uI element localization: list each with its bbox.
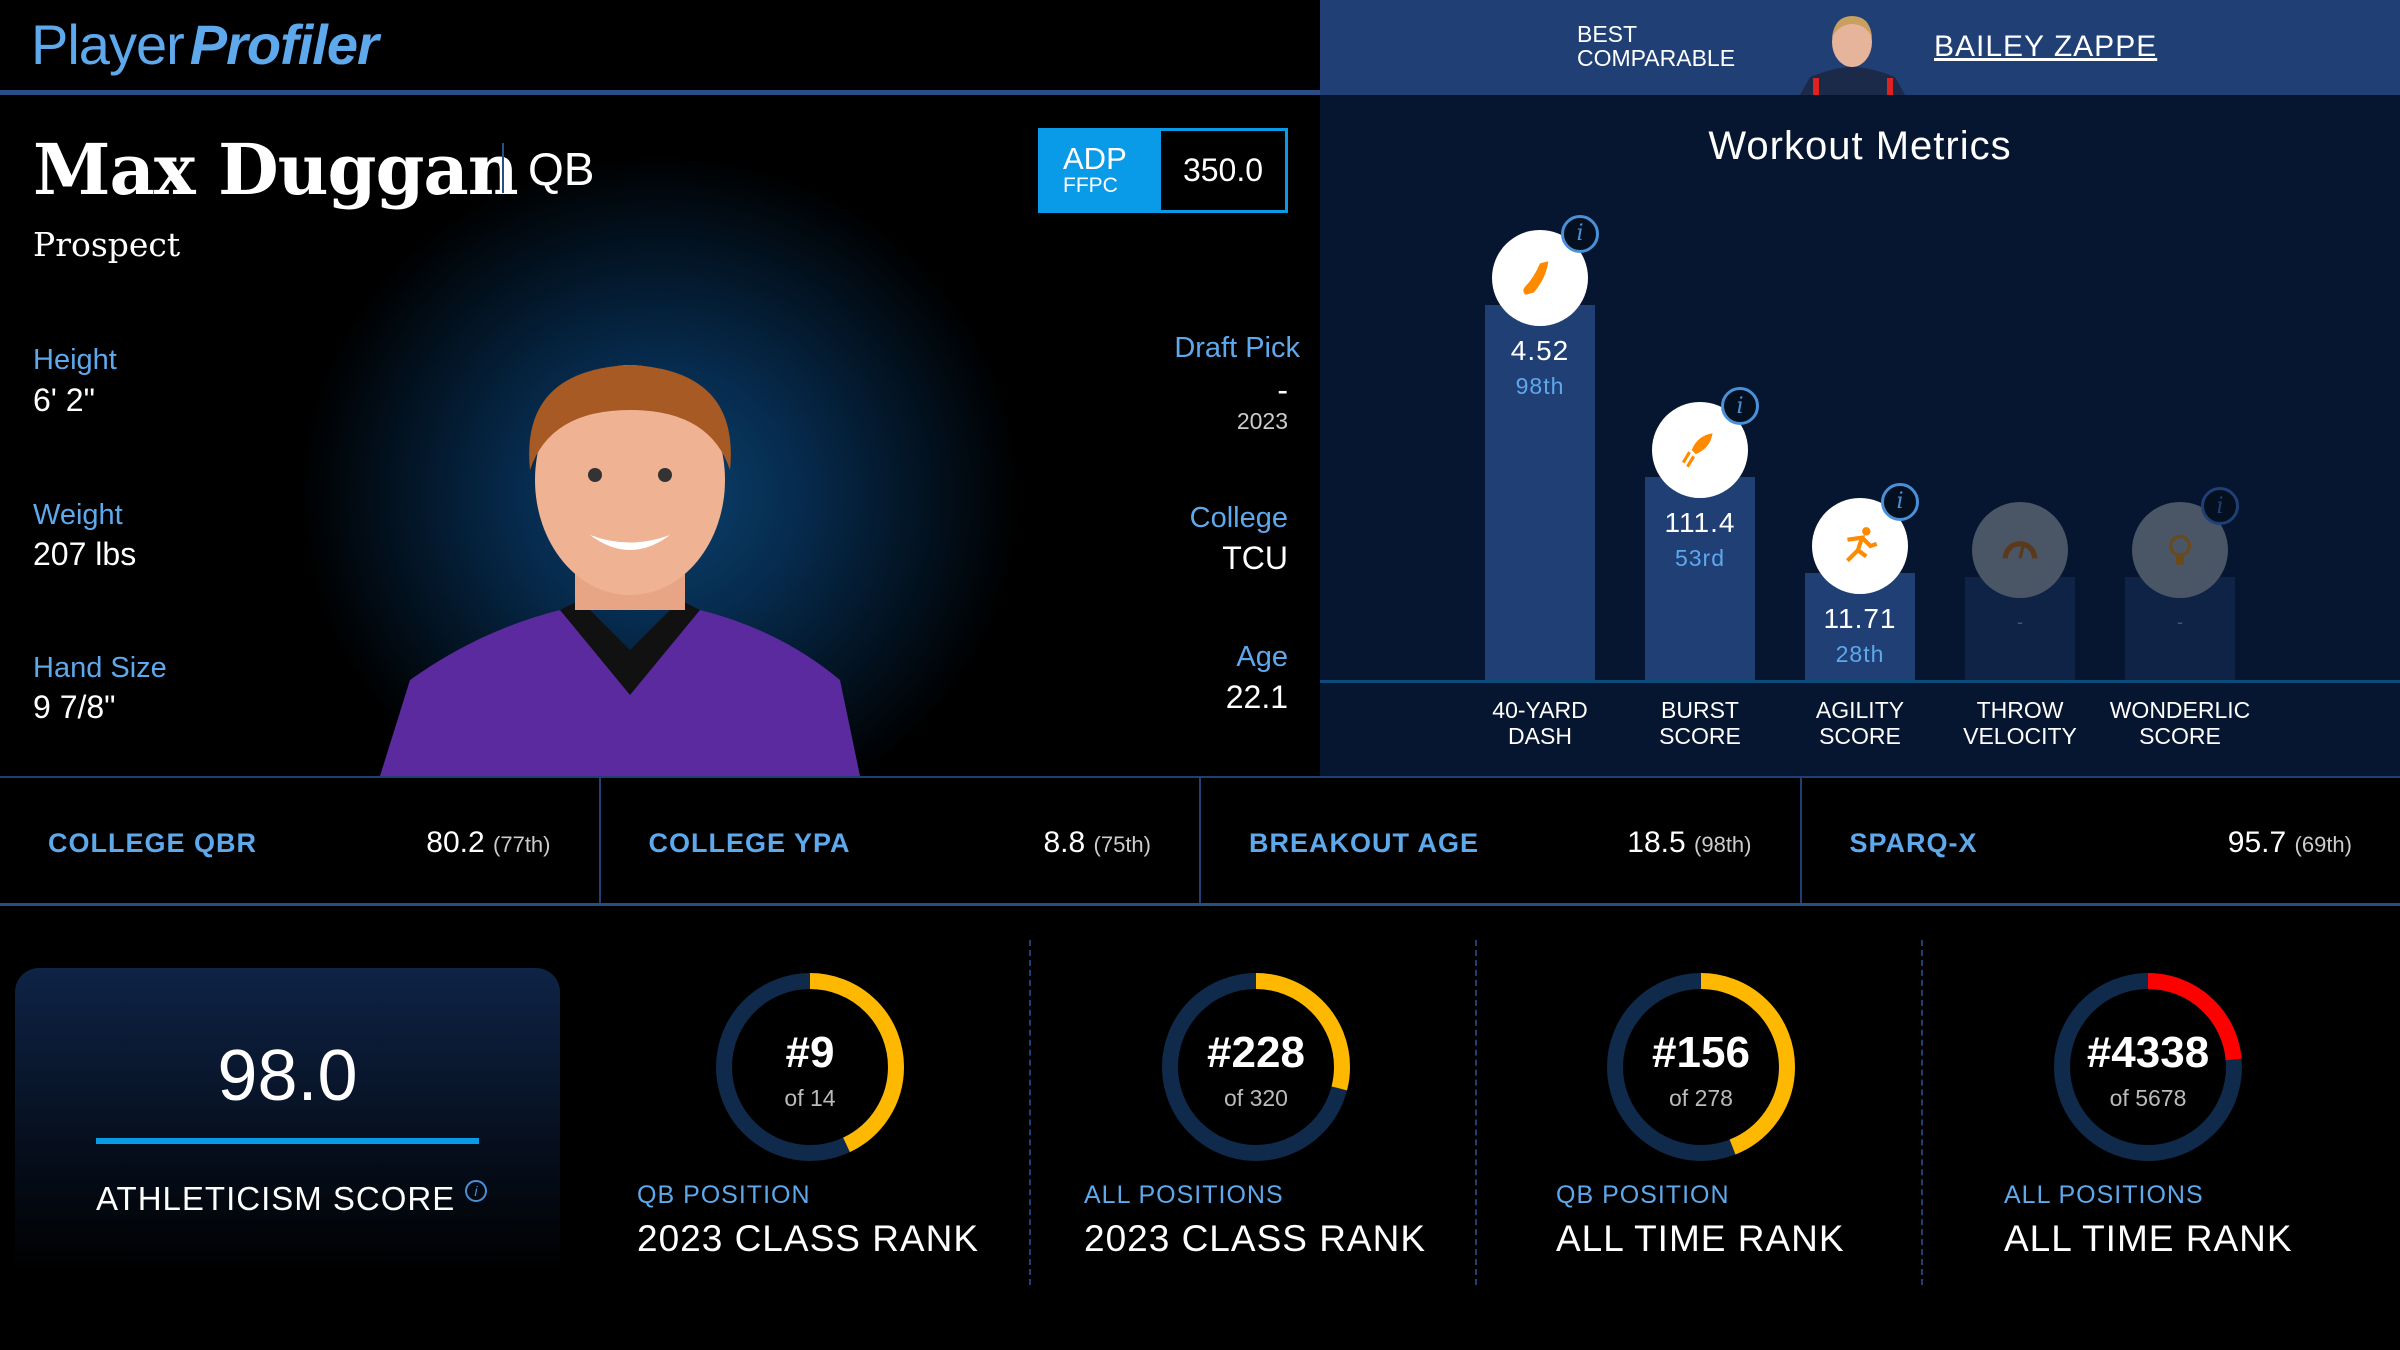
metric-label: WONDERLIC SCORE (2090, 697, 2270, 749)
rank-ring (1162, 973, 1350, 1161)
player-status: Prospect (33, 225, 181, 264)
info-icon[interactable]: i (465, 1180, 488, 1202)
adp-badge: ADP FFPC 350.0 (1038, 128, 1288, 213)
rank-total: of 320 (1224, 1085, 1288, 1111)
comparable-photo (1800, 16, 1905, 95)
college-label: College (1189, 502, 1288, 534)
metric-label-line: SCORE (2139, 723, 2221, 749)
draft-year: 2023 (1236, 408, 1288, 434)
metric-label: THROW VELOCITY (1930, 697, 2110, 749)
rank-scope: QB POSITION (637, 1181, 811, 1209)
best-comparable-link[interactable]: BAILEY ZAPPE (1934, 30, 2158, 63)
metric-value: - (2177, 612, 2183, 632)
player-position: QB (528, 143, 595, 195)
weight-label: Weight (33, 499, 123, 531)
athleticism-score-value: 98.0 (217, 1036, 358, 1116)
gauge-icon (1972, 502, 2068, 598)
age-label: Age (1236, 641, 1288, 673)
rank-title: 2023 CLASS RANK (637, 1218, 980, 1259)
divider (1029, 940, 1031, 1285)
ring-fill (1607, 973, 1795, 1161)
height-value: 6' 2" (33, 382, 95, 418)
site-header (0, 0, 1320, 92)
metric-label-line: THROW (1976, 697, 2064, 723)
metric-label-line: SCORE (1819, 723, 1901, 749)
adp-source: FFPC (1063, 174, 1118, 197)
rank-total: of 14 (784, 1085, 836, 1111)
metric-label-line: VELOCITY (1963, 723, 2077, 749)
stat-college-ypa: COLLEGE YPA 8.8 (75th) (601, 778, 1201, 903)
ring-fill (2054, 973, 2242, 1161)
rank-title: ALL TIME RANK (1556, 1218, 1845, 1259)
rank-ring (1607, 973, 1795, 1161)
metric-bar (1645, 477, 1755, 680)
rank-number: #9 (785, 1028, 835, 1077)
stat-sparq-x: SPARQ-X 95.7 (69th) (1849, 826, 2353, 859)
rank-total: of 278 (1669, 1085, 1733, 1111)
info-icon[interactable]: i (2201, 487, 2239, 525)
metric-value: - (2017, 612, 2023, 632)
height-label: Height (33, 344, 117, 376)
stat-breakout-age: BREAKOUT AGE 18.5 (98th) (1201, 778, 1802, 903)
divider (1475, 940, 1477, 1285)
info-icon[interactable]: i (1561, 214, 1599, 253)
metric-label: AGILITY SCORE (1770, 697, 1950, 749)
adp-label: ADP (1063, 141, 1127, 176)
rank-title: ALL TIME RANK (2004, 1218, 2293, 1259)
metric-label-line: AGILITY (1815, 697, 1905, 723)
chart-baseline (1320, 680, 2400, 683)
playerprofiler-logo[interactable]: Player Profiler (31, 13, 379, 76)
stat-college-qbr: COLLEGE QBR 80.2 (77th) (0, 778, 601, 903)
player-photo (380, 365, 860, 776)
draft-pick-label: Draft Pick (1174, 332, 1300, 364)
name-divider (502, 143, 504, 193)
metric-label-line: WONDERLIC (2109, 697, 2251, 723)
age-value: 22.1 (1225, 679, 1288, 715)
rank-title: 2023 CLASS RANK (1084, 1218, 1427, 1259)
athleticism-score-bar (96, 1138, 479, 1144)
header-divider (0, 90, 1320, 95)
athleticism-card (15, 968, 560, 1328)
rank-number: #4338 (2086, 1028, 2210, 1077)
metric-value: 11.71 (1823, 602, 1897, 634)
rank-scope: QB POSITION (1556, 1181, 1730, 1209)
metric-percentile: 98th (1515, 372, 1565, 399)
metric-percentile: 53rd (1674, 545, 1726, 571)
weight-value: 207 lbs (33, 536, 137, 572)
athleticism-score-label: ATHLETICISM SCORE i (96, 1180, 488, 1218)
ring-fill (1162, 973, 1350, 1161)
hand-size-value: 9 7/8" (33, 689, 116, 725)
best-comparable-label: BEST COMPARABLE (1577, 21, 1736, 71)
metric-value: 111.4 (1664, 507, 1736, 538)
info-icon[interactable]: i (1881, 482, 1919, 521)
metric-label-line: SCORE (1659, 723, 1741, 749)
rank-ring (716, 973, 904, 1161)
rank-total: of 5678 (2109, 1085, 2187, 1111)
metric-bar (1485, 304, 1595, 680)
hand-size-label: Hand Size (33, 652, 167, 684)
metric-percentile: 28th (1835, 640, 1885, 667)
rank-number: #156 (1652, 1028, 1750, 1077)
divider (1921, 940, 1923, 1285)
metric-label-line: DASH (1508, 723, 1572, 749)
metric-label-line: 40-YARD (1492, 697, 1588, 723)
rank-number: #228 (1207, 1028, 1305, 1077)
metric-value: 4.52 (1510, 334, 1570, 366)
draft-pick-value: - (1277, 372, 1288, 408)
player-name: Max Duggan (33, 128, 519, 211)
metric-label: 40-YARD DASH (1450, 697, 1630, 749)
info-icon[interactable]: i (1721, 387, 1759, 425)
metric-label: BURST SCORE (1610, 697, 1790, 749)
adp-value: 350.0 (1182, 152, 1264, 188)
workout-metrics-title: Workout Metrics (1708, 124, 2012, 168)
stats-row: COLLEGE QBR 80.2 (77th) COLLEGE YPA 8.8 (7… (0, 776, 2400, 906)
college-value: TCU (1222, 540, 1288, 576)
rank-scope: ALL POSITIONS (1084, 1181, 1284, 1209)
ring-fill (716, 973, 904, 1161)
rank-ring (2054, 973, 2242, 1161)
rank-scope: ALL POSITIONS (2004, 1181, 2204, 1209)
metric-label-line: BURST (1661, 697, 1739, 723)
